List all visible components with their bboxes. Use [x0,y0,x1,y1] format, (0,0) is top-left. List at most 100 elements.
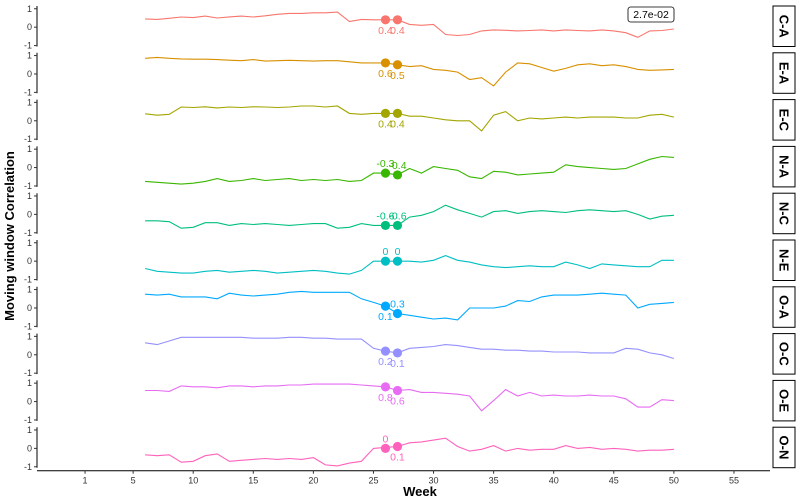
facet-strip-label: N-E [777,249,792,272]
point-label: 0 [383,246,389,258]
panel-e-c: 1 0 -1 0.40.4 E-C [24,97,796,144]
y-tick-label: 0 [27,397,32,407]
facet-strip [772,426,796,469]
annotation-text: 2.7e-02 [633,9,669,21]
facet-strip [772,5,796,47]
facet-strip [772,99,796,141]
x-tick-label: 45 [609,476,619,486]
series-line-e-a [145,56,674,87]
y-tick-label: 0 [27,116,32,126]
y-tick-label: -1 [24,415,32,425]
point-label: 0.6 [378,68,393,80]
panel-o-c: 1 0 -1 0.20.1 O-C [24,331,796,378]
y-tick-label: 0 [27,163,32,173]
point-label: 0.1 [378,311,393,323]
highlight-point [392,308,403,319]
series-line-n-c [145,204,674,229]
x-tick-label: 1 [83,476,88,486]
y-tick-label: -1 [24,321,32,331]
y-tick-label: 0 [27,256,32,266]
highlight-point [392,348,403,358]
x-tick-label: 30 [429,476,439,486]
facet-strip-label: N-C [777,202,792,226]
y-tick-label: 0 [27,303,32,313]
facet-strip [772,379,796,422]
x-tick-label: 10 [188,476,198,486]
facet-strip [772,333,796,375]
facet-strip-label: E-C [777,109,792,132]
point-label: 0.1 [390,358,405,370]
x-tick-label: 40 [549,476,559,486]
point-label: 0.3 [390,298,405,310]
highlight-point [392,256,403,266]
series-line-e-c [145,105,675,132]
panel-n-e: 10-10 0 N-E [24,238,796,285]
y-tick-label: -1 [24,41,32,51]
point-label: 0.6 [390,396,405,408]
panel-o-e: 1 0 -1 0.80.6 O-E [24,378,796,425]
x-tick-label: 50 [669,476,679,486]
x-axis-title: Week [403,484,437,499]
highlight-point [380,108,391,119]
y-tick-label: 1 [27,378,32,388]
facet-strip-label: E-A [777,62,792,85]
point-label: 0.1 [390,452,405,464]
facet-strip-label: O-N [777,436,792,460]
panel-n-c: 1 0 -1 -0.6-0.6 N-C [24,191,796,238]
y-tick-label: 1 [27,191,32,201]
y-tick-label: 0 [27,22,32,32]
y-tick-label: 1 [27,97,32,107]
panel-o-n: 10-100.1 O-N [24,425,796,472]
y-tick-label: 1 [27,331,32,341]
facet-strip [772,145,796,188]
highlight-point [380,168,391,178]
point-label: 0.8 [378,392,393,404]
highlight-point [392,60,403,70]
point-label: 0.2 [378,356,393,368]
y-tick-label: -1 [24,87,32,97]
x-tick-label: 5 [131,476,136,486]
series-line-o-e [145,383,674,412]
panel-o-a: 1 0 -1 0.10.3 O-A [24,285,796,331]
facet-strip [772,286,796,328]
facet-strip-label: O-C [777,342,792,366]
facet-panels: 10-10.40.42.7e-02 C-A10-10.60.5 E-A10-10.4… [24,4,796,472]
y-tick-label: 1 [27,238,32,248]
annotation-box [627,6,675,23]
series-line-o-c [145,336,675,360]
highlight-point [380,301,391,311]
facet-strip [772,192,796,235]
highlight-point [380,382,391,392]
panel-n-a: 1 0 -1 -0.3-0.4 N-A [24,144,796,191]
highlight-point [392,441,403,452]
highlight-point [380,256,391,266]
facet-strip-label: O-A [777,295,792,319]
point-label: -0.6 [388,210,406,222]
highlight-point [380,15,391,25]
series-line-c-a [145,11,674,38]
y-tick-label: 0 [27,350,32,360]
x-tick-label: 20 [308,476,318,486]
point-label: 0.4 [378,118,393,130]
point-label: -0.3 [376,158,394,170]
y-tick-label: 1 [27,51,32,61]
series-line-n-a [145,155,674,185]
highlight-point [392,108,403,119]
point-label: 0.4 [378,25,393,37]
x-tick-label: 25 [368,476,378,486]
facet-strip [772,52,796,94]
y-axis-title: Moving window Correlation [2,151,17,321]
highlight-point [392,385,403,396]
highlight-point [380,220,391,231]
highlight-point [380,346,391,356]
y-tick-label: 0 [27,443,32,453]
series-line-n-e [144,255,674,275]
series-line-o-n [145,437,674,467]
y-tick-label: -1 [24,181,32,191]
y-tick-label: 1 [27,4,32,14]
point-label: 0.5 [390,70,405,82]
facet-strip-label: C-A [777,15,792,39]
y-tick-label: -1 [24,462,32,472]
x-tick-label: 35 [489,476,499,486]
